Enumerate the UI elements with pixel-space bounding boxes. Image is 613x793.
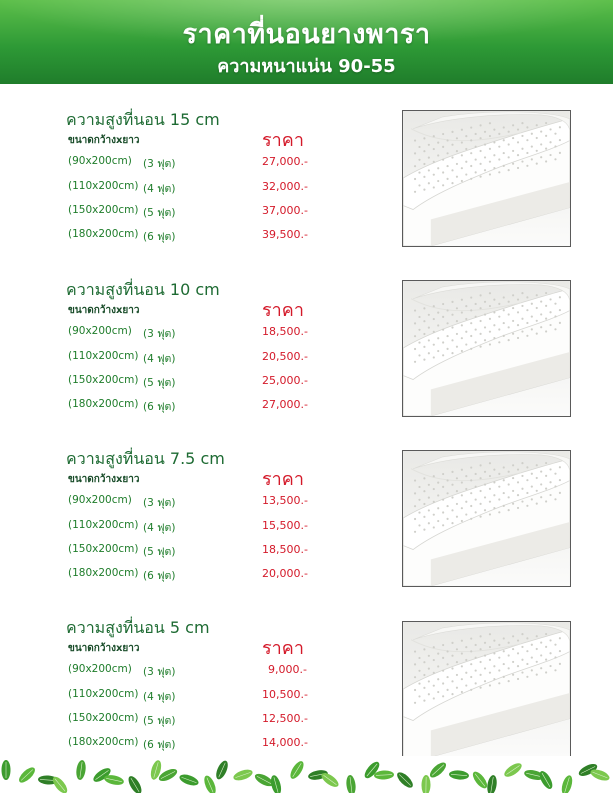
- size-feet: (4 ฟุต): [143, 522, 176, 534]
- section-title: ความสูงที่นอน 7.5 cm: [66, 449, 225, 468]
- size-dimension: (150x200cm): [68, 712, 139, 724]
- size-feet: (3 ฟุต): [143, 328, 176, 340]
- size-column-header: ขนาดกว้างxยาว: [68, 643, 140, 654]
- size-feet: (5 ฟุต): [143, 377, 176, 389]
- price-column-header: ราคา: [262, 638, 304, 659]
- leaf-border: [0, 756, 613, 793]
- price-row: (90x200cm) (3 ฟุต) 9,000.-: [0, 663, 360, 681]
- size-feet: (4 ฟุต): [143, 183, 176, 195]
- size-dimension: (110x200cm): [68, 180, 139, 192]
- price-row: (180x200cm) (6 ฟุต) 27,000.-: [0, 398, 360, 416]
- price-row: (180x200cm) (6 ฟุต) 39,500.-: [0, 228, 360, 246]
- price-section-15cm: ความสูงที่นอน 15 cm ขนาดกว้างxยาว ราคา (…: [0, 108, 613, 258]
- size-dimension: (150x200cm): [68, 543, 139, 555]
- price-row: (150x200cm) (5 ฟุต) 12,500.-: [0, 712, 360, 730]
- price-row: (90x200cm) (3 ฟุต) 18,500.-: [0, 325, 360, 343]
- price-row: (150x200cm) (5 ฟุต) 25,000.-: [0, 374, 360, 392]
- price-column-header: ราคา: [262, 300, 304, 321]
- latex-mattress-photo: [402, 280, 571, 417]
- price-value: 18,500.-: [262, 543, 308, 556]
- size-dimension: (110x200cm): [68, 350, 139, 362]
- size-dimension: (180x200cm): [68, 736, 139, 748]
- size-feet: (5 ฟุต): [143, 207, 176, 219]
- price-value: 25,000.-: [262, 374, 308, 387]
- price-section-10cm: ความสูงที่นอน 10 cm ขนาดกว้างxยาว ราคา (…: [0, 278, 613, 428]
- size-dimension: (90x200cm): [68, 155, 132, 167]
- header-banner: ราคาที่นอนยางพารา ความหนาแน่น 90-55: [0, 0, 613, 84]
- size-feet: (5 ฟุต): [143, 715, 176, 727]
- price-value: 39,500.-: [262, 228, 308, 241]
- price-row: (110x200cm) (4 ฟุต) 15,500.-: [0, 519, 360, 537]
- price-row: (110x200cm) (4 ฟุต) 20,500.-: [0, 350, 360, 368]
- price-row: (90x200cm) (3 ฟุต) 13,500.-: [0, 494, 360, 512]
- price-value: 27,000.-: [262, 155, 308, 168]
- page-subtitle: ความหนาแน่น 90-55: [217, 56, 396, 77]
- price-section-5cm: ความสูงที่นอน 5 cm ขนาดกว้างxยาว ราคา (9…: [0, 616, 613, 766]
- price-column-header: ราคา: [262, 130, 304, 151]
- size-feet: (4 ฟุต): [143, 691, 176, 703]
- size-feet: (3 ฟุต): [143, 158, 176, 170]
- section-title: ความสูงที่นอน 10 cm: [66, 280, 220, 299]
- size-dimension: (90x200cm): [68, 325, 132, 337]
- size-dimension: (90x200cm): [68, 494, 132, 506]
- price-column-header: ราคา: [262, 469, 304, 490]
- price-value: 37,000.-: [262, 204, 308, 217]
- size-feet: (3 ฟุต): [143, 497, 176, 509]
- price-value: 27,000.-: [262, 398, 308, 411]
- price-section-7-5cm: ความสูงที่นอน 7.5 cm ขนาดกว้างxยาว ราคา …: [0, 447, 613, 597]
- price-value: 12,500.-: [262, 712, 308, 725]
- latex-mattress-photo: [402, 450, 571, 587]
- price-row: (180x200cm) (6 ฟุต) 14,000.-: [0, 736, 360, 754]
- price-value: 20,500.-: [262, 350, 308, 363]
- size-dimension: (180x200cm): [68, 228, 139, 240]
- size-dimension: (110x200cm): [68, 688, 139, 700]
- latex-mattress-photo: [402, 110, 571, 247]
- section-title: ความสูงที่นอน 5 cm: [66, 618, 210, 637]
- size-dimension: (110x200cm): [68, 519, 139, 531]
- size-dimension: (90x200cm): [68, 663, 132, 675]
- size-feet: (6 ฟุต): [143, 231, 176, 243]
- price-row: (180x200cm) (6 ฟุต) 20,000.-: [0, 567, 360, 585]
- size-column-header: ขนาดกว้างxยาว: [68, 305, 140, 316]
- size-feet: (6 ฟุต): [143, 570, 176, 582]
- price-row: (150x200cm) (5 ฟุต) 37,000.-: [0, 204, 360, 222]
- price-value: 15,500.-: [262, 519, 308, 532]
- price-row: (150x200cm) (5 ฟุต) 18,500.-: [0, 543, 360, 561]
- size-column-header: ขนาดกว้างxยาว: [68, 474, 140, 485]
- price-value: 13,500.-: [262, 494, 308, 507]
- latex-mattress-photo: [402, 621, 571, 758]
- size-dimension: (180x200cm): [68, 567, 139, 579]
- size-dimension: (150x200cm): [68, 204, 139, 216]
- size-feet: (6 ฟุต): [143, 739, 176, 751]
- price-value: 9,000.-: [268, 663, 307, 676]
- price-row: (110x200cm) (4 ฟุต) 32,000.-: [0, 180, 360, 198]
- price-value: 18,500.-: [262, 325, 308, 338]
- price-row: (110x200cm) (4 ฟุต) 10,500.-: [0, 688, 360, 706]
- size-feet: (4 ฟุต): [143, 353, 176, 365]
- size-feet: (3 ฟุต): [143, 666, 176, 678]
- page-title: ราคาที่นอนยางพารา: [182, 19, 431, 50]
- price-value: 32,000.-: [262, 180, 308, 193]
- price-value: 14,000.-: [262, 736, 308, 749]
- price-row: (90x200cm) (3 ฟุต) 27,000.-: [0, 155, 360, 173]
- section-title: ความสูงที่นอน 15 cm: [66, 110, 220, 129]
- price-value: 10,500.-: [262, 688, 308, 701]
- size-column-header: ขนาดกว้างxยาว: [68, 135, 140, 146]
- price-value: 20,000.-: [262, 567, 308, 580]
- size-feet: (6 ฟุต): [143, 401, 176, 413]
- size-dimension: (150x200cm): [68, 374, 139, 386]
- size-dimension: (180x200cm): [68, 398, 139, 410]
- size-feet: (5 ฟุต): [143, 546, 176, 558]
